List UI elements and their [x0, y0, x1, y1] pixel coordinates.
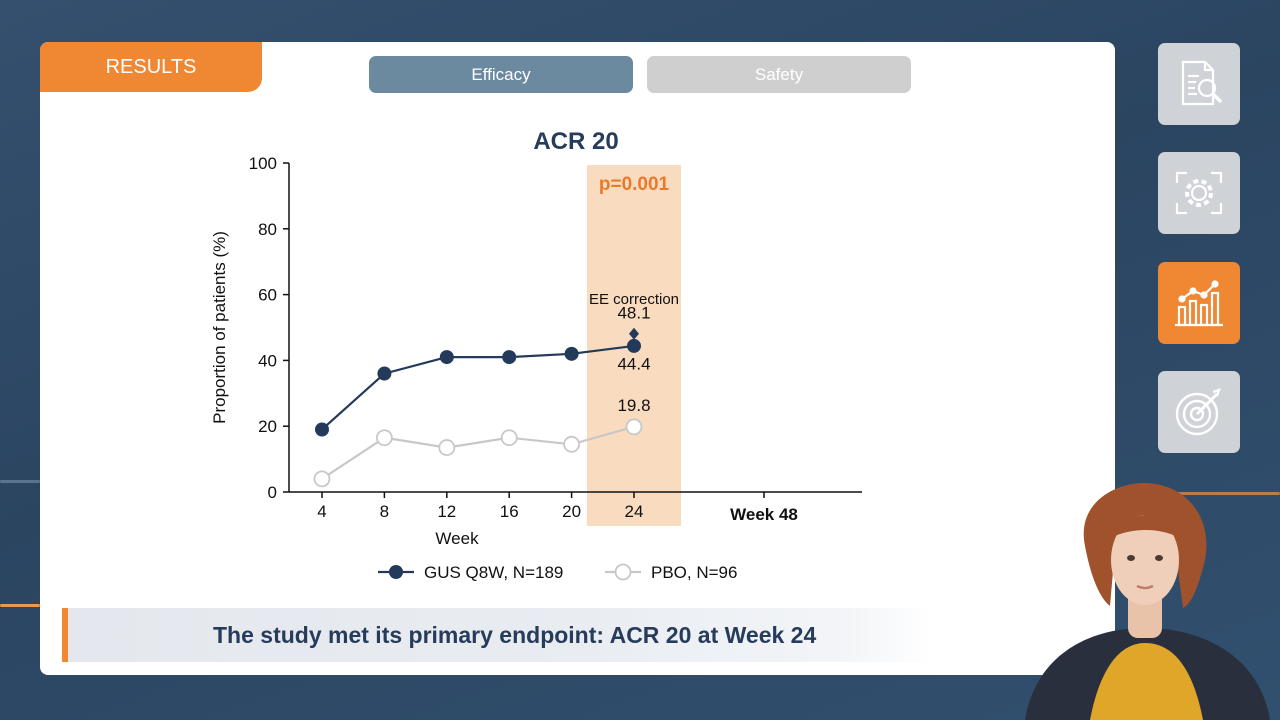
- bar-chart-icon: [1175, 280, 1223, 327]
- data-point-gus: [564, 346, 579, 361]
- data-point-gus: [315, 422, 329, 437]
- presenter-video: [1025, 482, 1270, 720]
- sidebar-button-results-chart[interactable]: [1158, 262, 1240, 344]
- y-tick-label: 20: [258, 417, 277, 436]
- data-point-gus: [627, 338, 641, 353]
- legend-label: GUS Q8W, N=189: [424, 563, 563, 582]
- data-point-gus: [502, 350, 517, 365]
- y-tick-label: 40: [258, 351, 277, 370]
- x-tick-label: 16: [500, 502, 519, 521]
- x-tick-label: 24: [625, 502, 644, 521]
- legend-label: PBO, N=96: [651, 563, 737, 582]
- y-tick-label: 100: [249, 154, 277, 173]
- data-annotation: 44.4: [617, 355, 650, 374]
- data-point-pbo: [500, 429, 518, 447]
- background-streak: [0, 604, 40, 607]
- slide-panel: RESULTS Efficacy Safety p=0.001 ACR 20 0…: [40, 42, 1115, 675]
- sidebar-button-target[interactable]: [1158, 371, 1240, 453]
- tab-efficacy[interactable]: Efficacy: [369, 56, 633, 93]
- results-section-tab: RESULTS: [40, 42, 262, 92]
- y-tick-label: 0: [268, 483, 277, 502]
- data-point-pbo: [625, 418, 643, 436]
- p-value-label: p=0.001: [599, 174, 670, 195]
- data-annotation: EE correction: [589, 291, 679, 308]
- ee-correction-marker: [629, 327, 639, 340]
- background-streak: [1115, 492, 1280, 495]
- x-axis-label: Week: [435, 529, 479, 548]
- key-finding-text: The study met its primary endpoint: ACR …: [213, 621, 817, 648]
- data-point-pbo: [375, 429, 393, 447]
- acr20-line-chart: p=0.001 ACR 20 0 20 40 60 80 100 4 8 12 16 20 24 P…: [210, 128, 862, 582]
- x-tick-label-week48: Week 48: [730, 505, 798, 524]
- x-tick-label: 20: [562, 502, 581, 521]
- sidebar-button-document-search[interactable]: [1158, 43, 1240, 125]
- document-search-icon: [1181, 60, 1223, 106]
- tab-safety[interactable]: Safety: [647, 56, 911, 93]
- series-line-0: [321, 344, 635, 431]
- legend-marker: [389, 565, 403, 579]
- y-tick-label: 80: [258, 220, 277, 239]
- x-tick-label: 4: [317, 502, 326, 521]
- process-gear-icon: [1175, 171, 1223, 215]
- key-finding-banner: The study met its primary endpoint: ACR …: [62, 608, 934, 662]
- series-line-1: [321, 425, 635, 480]
- target-icon: [1175, 388, 1221, 436]
- data-annotation: 19.8: [617, 396, 650, 415]
- data-point-gus: [439, 350, 454, 365]
- x-tick-label: 8: [380, 502, 389, 521]
- sidebar-button-process[interactable]: [1158, 152, 1240, 234]
- data-point-pbo: [563, 435, 580, 453]
- data-point-pbo: [438, 439, 456, 456]
- legend-marker: [614, 563, 632, 581]
- x-tick-label: 12: [437, 502, 456, 521]
- y-axis-label: Proportion of patients (%): [210, 231, 229, 424]
- data-point-pbo: [313, 470, 331, 488]
- chart-title: ACR 20: [533, 128, 618, 155]
- data-annotation: 48.1: [617, 304, 650, 323]
- background-streak: [0, 480, 40, 483]
- data-point-gus: [377, 366, 392, 381]
- y-tick-label: 60: [258, 286, 277, 305]
